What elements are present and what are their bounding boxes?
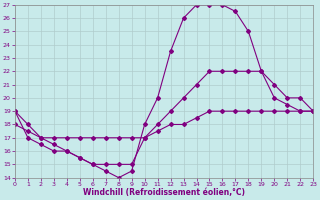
X-axis label: Windchill (Refroidissement éolien,°C): Windchill (Refroidissement éolien,°C) [83, 188, 245, 197]
